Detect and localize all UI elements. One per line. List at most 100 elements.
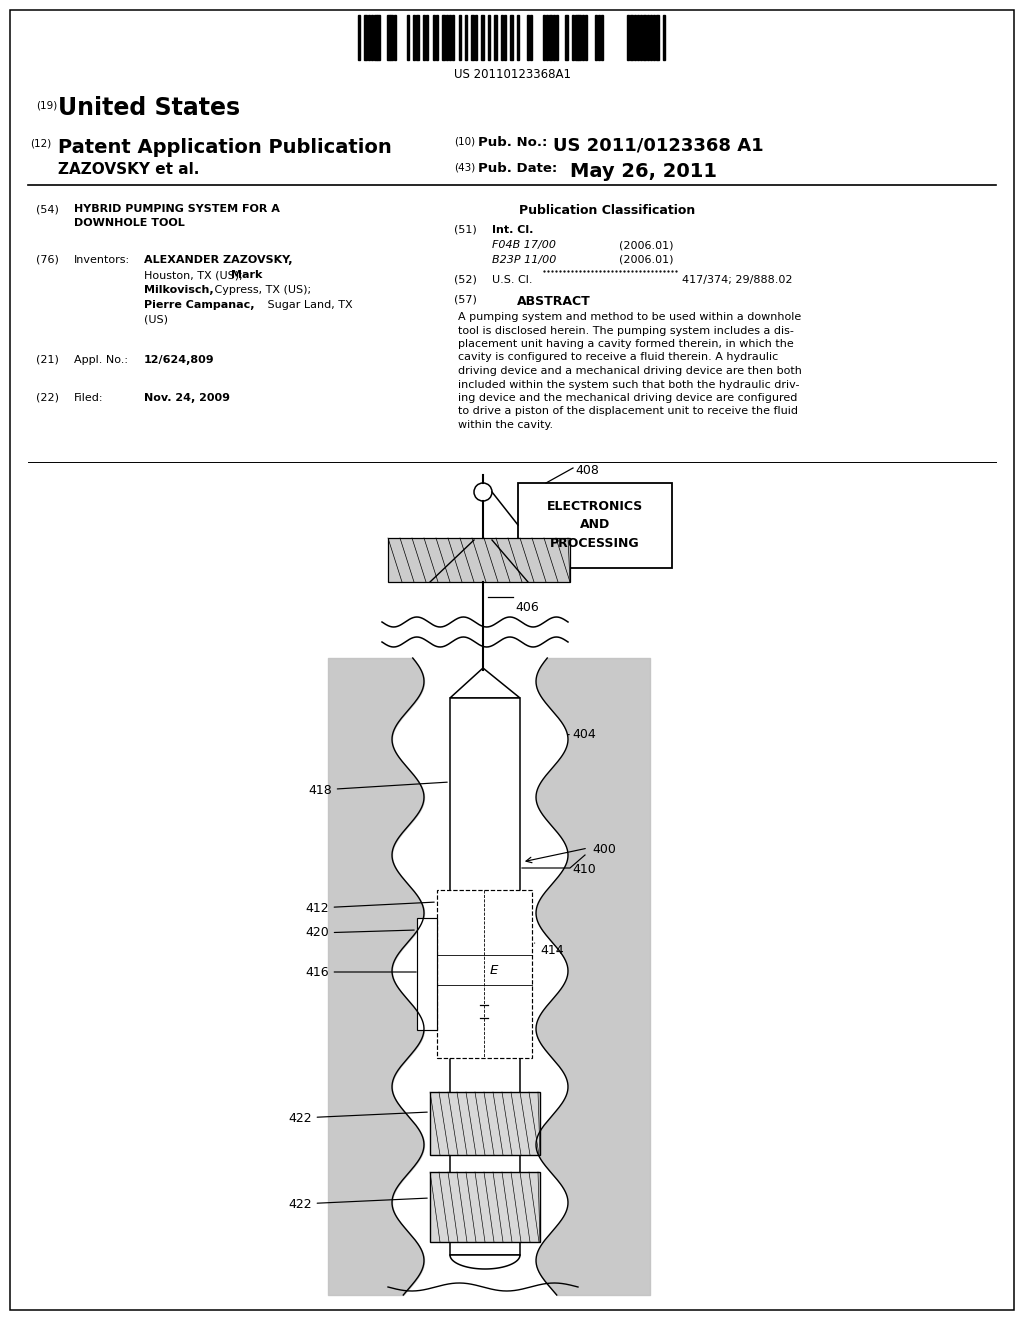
Text: (57): (57) xyxy=(454,294,477,305)
Text: Filed:: Filed: xyxy=(74,393,103,403)
Bar xyxy=(631,15,633,59)
Text: Pub. No.:: Pub. No.: xyxy=(478,136,548,149)
Text: ELECTRONICS: ELECTRONICS xyxy=(547,500,643,513)
Bar xyxy=(358,15,360,59)
Text: ZAZOVSKY et al.: ZAZOVSKY et al. xyxy=(58,162,200,177)
Bar xyxy=(371,15,374,59)
Text: 414: 414 xyxy=(535,942,563,957)
Text: A pumping system and method to be used within a downhole: A pumping system and method to be used w… xyxy=(458,312,801,322)
Circle shape xyxy=(474,483,492,502)
Bar xyxy=(417,917,437,1030)
Bar xyxy=(459,15,461,59)
Text: (21): (21) xyxy=(36,355,58,366)
Bar xyxy=(518,483,672,568)
Bar xyxy=(601,15,603,59)
Bar xyxy=(543,15,545,59)
Text: (19): (19) xyxy=(36,100,57,110)
Text: U.S. Cl.: U.S. Cl. xyxy=(492,275,532,285)
Text: ALEXANDER ZAZOVSKY,: ALEXANDER ZAZOVSKY, xyxy=(144,255,293,265)
Text: (12): (12) xyxy=(30,139,51,148)
Bar xyxy=(413,15,416,59)
Bar xyxy=(378,15,380,59)
Text: 412: 412 xyxy=(305,902,434,915)
Bar xyxy=(449,15,452,59)
Bar xyxy=(565,15,568,59)
Bar xyxy=(368,15,370,59)
Bar xyxy=(595,15,597,59)
Bar xyxy=(407,15,409,59)
Text: (52): (52) xyxy=(454,275,477,285)
Bar xyxy=(556,15,558,59)
Text: Houston, TX (US);: Houston, TX (US); xyxy=(144,271,246,280)
Text: 420: 420 xyxy=(305,927,415,940)
Text: Int. Cl.: Int. Cl. xyxy=(492,224,534,235)
Bar xyxy=(430,1092,540,1155)
Text: (2006.01): (2006.01) xyxy=(618,255,674,265)
Bar xyxy=(465,15,467,59)
Text: (76): (76) xyxy=(36,255,58,265)
Bar xyxy=(598,15,600,59)
Text: US 2011/0123368 A1: US 2011/0123368 A1 xyxy=(553,136,764,154)
Bar xyxy=(365,15,367,59)
Text: within the cavity.: within the cavity. xyxy=(458,420,553,430)
Text: DOWNHOLE TOOL: DOWNHOLE TOOL xyxy=(74,218,184,228)
Bar xyxy=(656,15,658,59)
Bar xyxy=(634,15,636,59)
Text: placement unit having a cavity formed therein, in which the: placement unit having a cavity formed th… xyxy=(458,339,794,348)
Bar xyxy=(393,15,396,59)
Bar xyxy=(504,15,506,59)
Text: (2006.01): (2006.01) xyxy=(618,240,674,249)
Bar xyxy=(510,15,513,59)
Bar xyxy=(388,539,570,582)
Text: 406: 406 xyxy=(515,601,539,614)
Bar xyxy=(452,15,455,59)
Bar xyxy=(417,15,419,59)
Bar xyxy=(387,15,389,59)
Text: HYBRID PUMPING SYSTEM FOR A: HYBRID PUMPING SYSTEM FOR A xyxy=(74,205,280,214)
Text: 404: 404 xyxy=(567,729,596,742)
Text: 416: 416 xyxy=(305,965,416,978)
Text: (54): (54) xyxy=(36,205,58,214)
Bar xyxy=(517,15,519,59)
Text: 422: 422 xyxy=(288,1197,427,1210)
Bar xyxy=(553,15,555,59)
Bar xyxy=(437,890,532,1059)
Bar xyxy=(471,15,474,59)
Text: Sugar Land, TX: Sugar Land, TX xyxy=(264,300,352,310)
Bar xyxy=(640,15,642,59)
Text: US 20110123368A1: US 20110123368A1 xyxy=(454,69,570,81)
Text: to drive a piston of the displacement unit to receive the fluid: to drive a piston of the displacement un… xyxy=(458,407,798,417)
Bar xyxy=(526,15,529,59)
Text: (10): (10) xyxy=(454,136,475,147)
Bar xyxy=(572,15,574,59)
Bar xyxy=(627,15,630,59)
Polygon shape xyxy=(450,1255,520,1269)
Bar xyxy=(481,15,483,59)
Text: driving device and a mechanical driving device are then both: driving device and a mechanical driving … xyxy=(458,366,802,376)
Text: (51): (51) xyxy=(454,224,477,235)
Text: 408: 408 xyxy=(575,465,599,477)
Bar xyxy=(529,15,532,59)
Bar xyxy=(495,15,497,59)
Text: Mark: Mark xyxy=(231,271,262,280)
Text: Publication Classification: Publication Classification xyxy=(519,205,695,216)
Text: 417/374; 29/888.02: 417/374; 29/888.02 xyxy=(682,275,793,285)
Bar xyxy=(575,15,578,59)
Text: Inventors:: Inventors: xyxy=(74,255,130,265)
Bar xyxy=(546,15,549,59)
Bar xyxy=(475,15,477,59)
Bar xyxy=(432,15,435,59)
Bar xyxy=(653,15,655,59)
Bar xyxy=(643,15,646,59)
Bar xyxy=(487,15,490,59)
Text: cavity is configured to receive a fluid therein. A hydraulic: cavity is configured to receive a fluid … xyxy=(458,352,778,363)
Text: 418: 418 xyxy=(308,783,447,796)
Text: Nov. 24, 2009: Nov. 24, 2009 xyxy=(144,393,230,403)
Bar xyxy=(637,15,639,59)
Text: (US): (US) xyxy=(144,315,168,325)
Bar xyxy=(450,698,520,1255)
Text: 400: 400 xyxy=(592,843,615,855)
Bar xyxy=(549,15,552,59)
Bar xyxy=(436,15,438,59)
Text: E: E xyxy=(490,964,499,977)
